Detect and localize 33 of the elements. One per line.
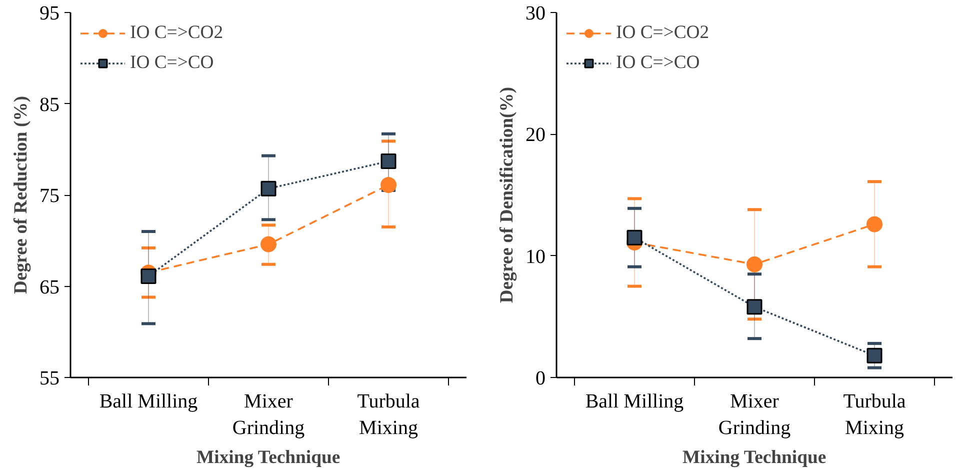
x-tick-label: Turbula Mixing — [843, 390, 906, 439]
point — [380, 176, 396, 193]
y-tick-label: 20 — [526, 124, 546, 146]
x-tick-label: Ball Milling — [585, 390, 684, 412]
point — [746, 256, 762, 272]
point — [260, 236, 276, 252]
y-tick-label: 85 — [40, 94, 60, 116]
y-tick-label: 65 — [40, 276, 60, 298]
legend-label: IO C=>CO2 — [130, 22, 224, 44]
point — [140, 268, 156, 284]
legend-label: IO C=>CO — [616, 52, 700, 74]
point — [260, 180, 276, 196]
x-tick-label: Mixer Grinding — [718, 390, 791, 439]
y-axis-title: Degree of Reduction (%) — [10, 96, 32, 294]
point — [626, 230, 642, 246]
point — [866, 216, 882, 232]
x-axis-title: Mixing Technique — [196, 446, 340, 468]
y-axis-title: Degree of Densification(%) — [496, 86, 518, 304]
y-tick-label: 10 — [526, 246, 546, 268]
x-tick-label: Mixer Grinding — [232, 390, 305, 439]
y-tick-label: 55 — [40, 368, 60, 390]
point — [380, 153, 396, 169]
y-tick-label: 95 — [40, 2, 60, 24]
y-tick-label: 75 — [40, 185, 60, 207]
legend-label: IO C=>CO2 — [616, 22, 710, 44]
point — [866, 348, 882, 364]
y-tick-label: 30 — [526, 2, 546, 24]
y-tick-label: 0 — [536, 368, 546, 390]
x-tick-label: Ball Milling — [99, 390, 198, 412]
x-axis-title: Mixing Technique — [682, 446, 826, 468]
point — [746, 299, 762, 315]
x-tick-label: Turbula Mixing — [357, 390, 420, 439]
legend-label: IO C=>CO — [130, 52, 214, 74]
